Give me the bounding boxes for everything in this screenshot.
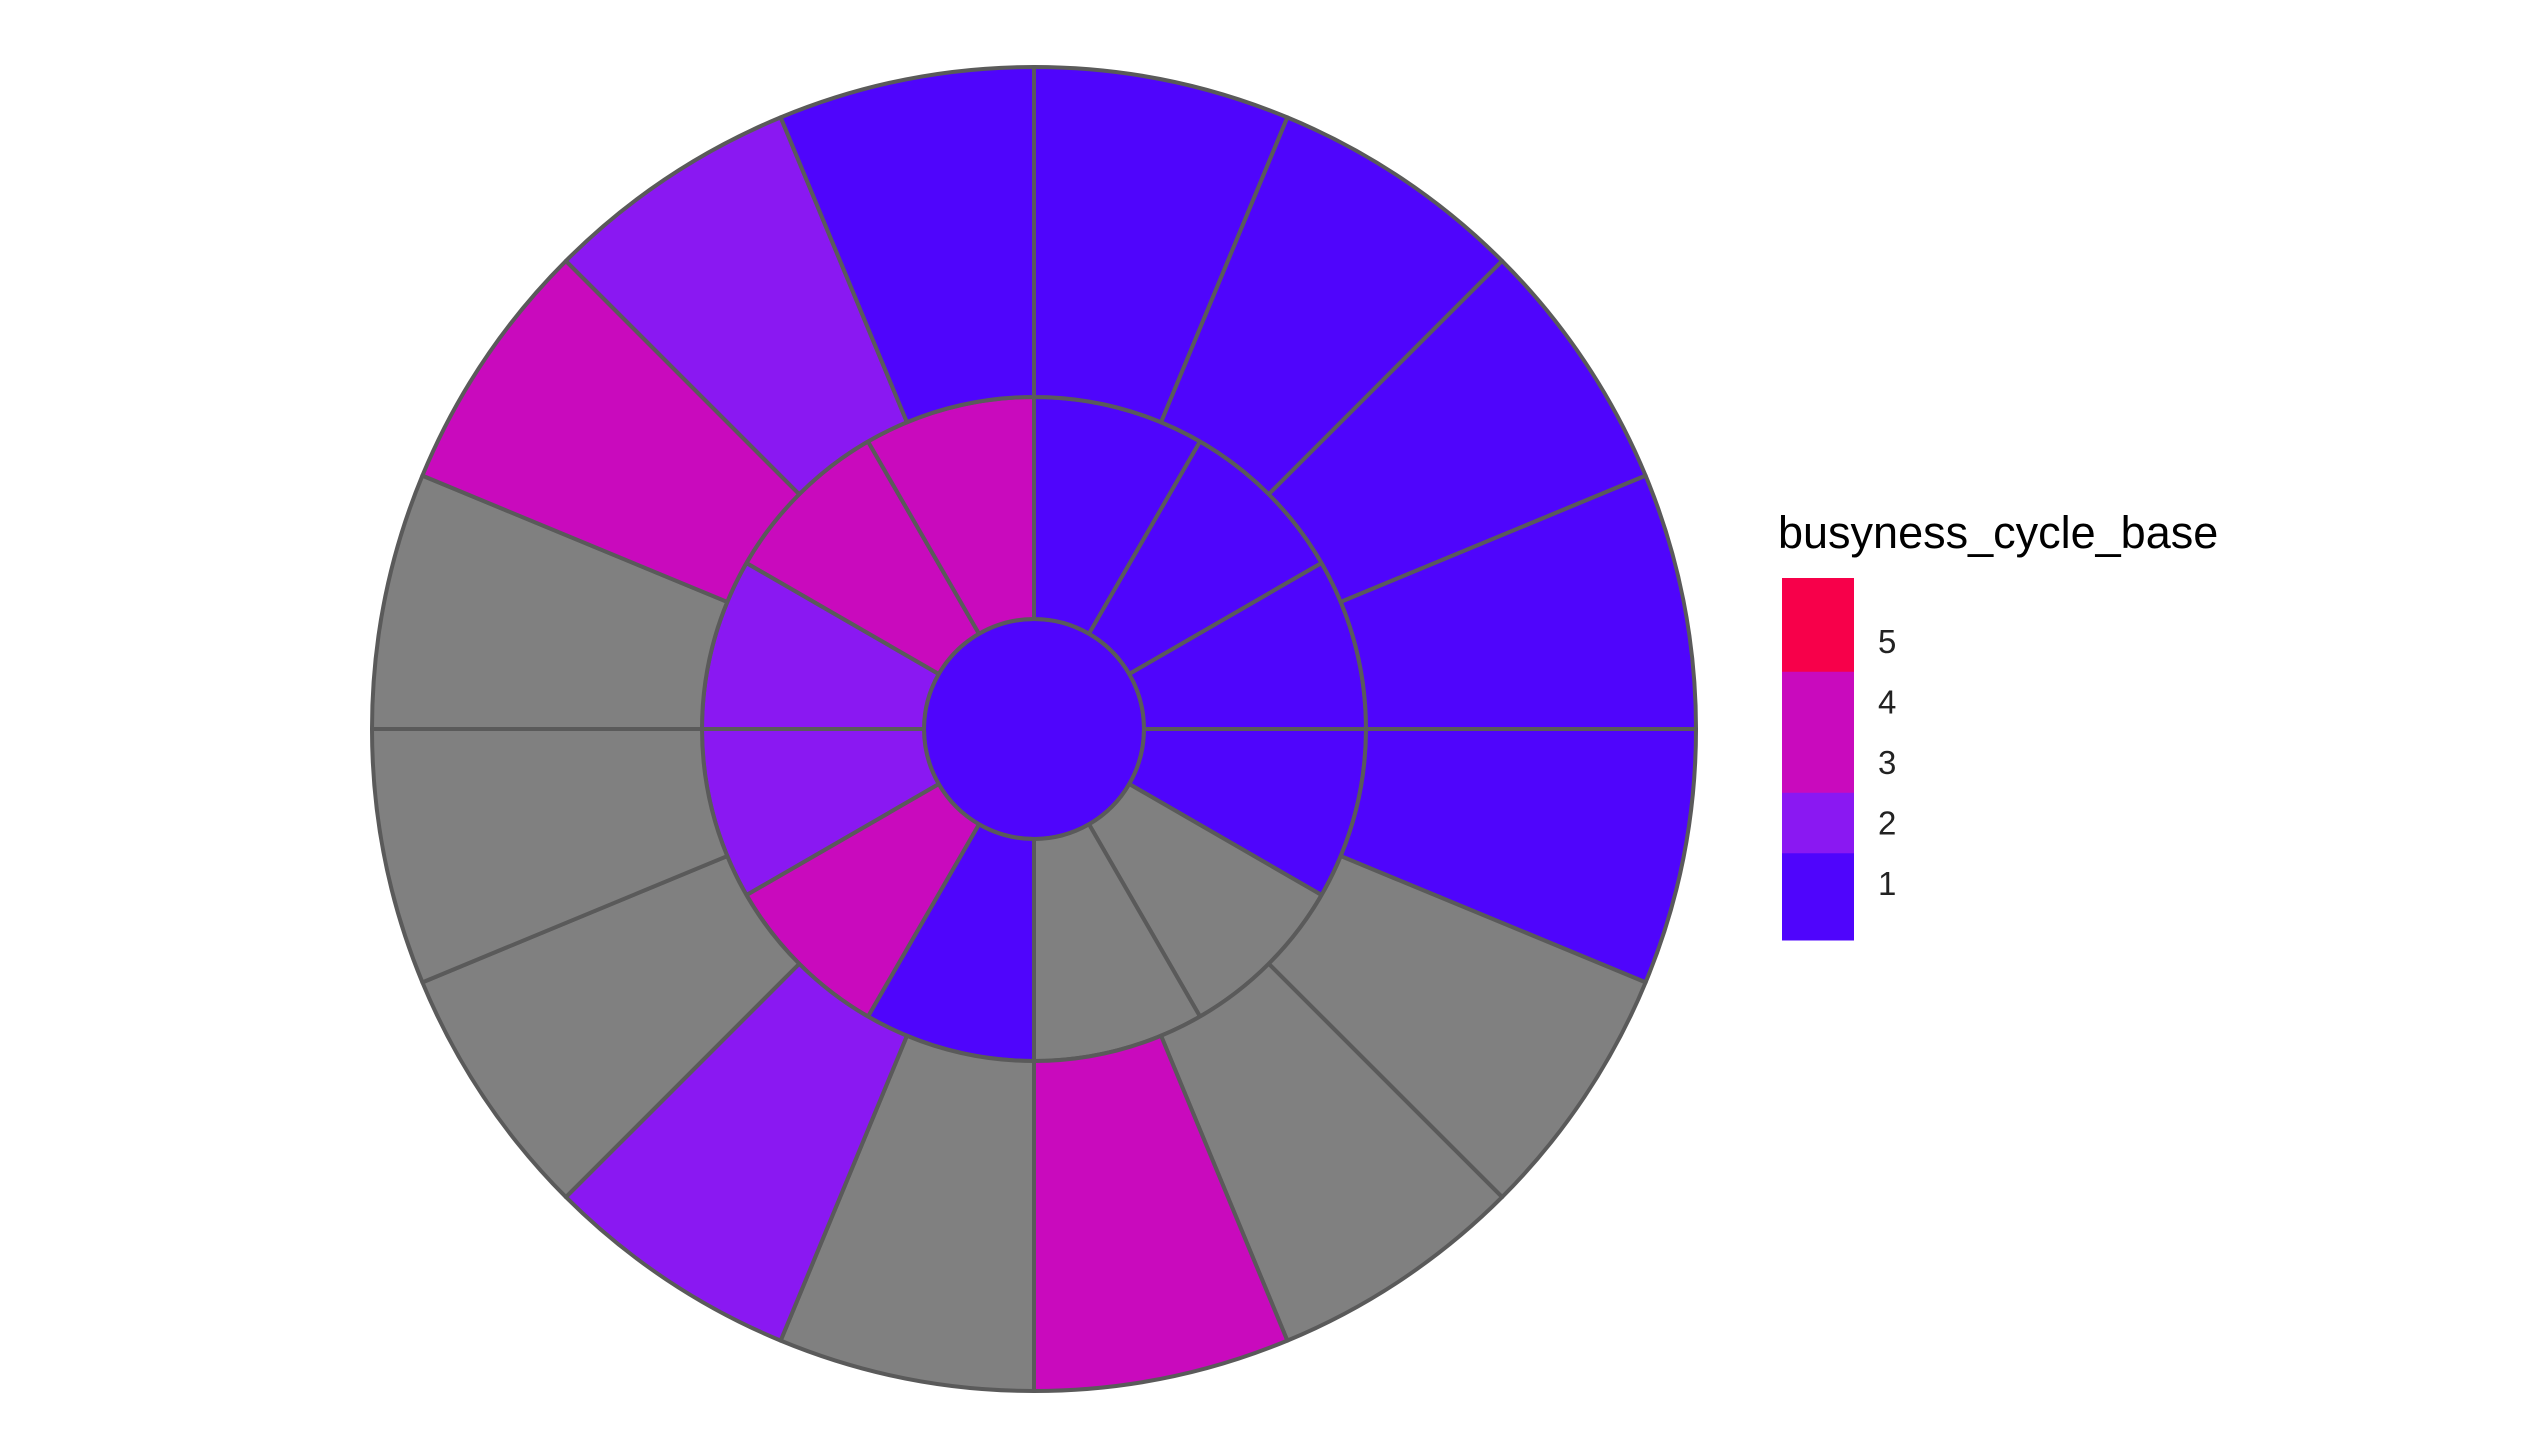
legend-label-1: 1 [1878,865,1896,902]
legend-title: busyness_cycle_base [1778,507,2218,558]
rings [370,65,1698,1393]
legend-swatch-5 [1782,578,1854,672]
ring-outer [370,65,1698,1393]
legend-swatch-3 [1782,731,1854,793]
legend-label-5: 5 [1878,623,1896,660]
ring-middle [700,395,1368,1063]
legend-swatch-2 [1782,792,1854,854]
legend-swatch-1 [1782,852,1854,941]
legend-labels: 5 4 3 2 1 [1878,623,1896,902]
legend-label-4: 4 [1878,684,1896,721]
cell-outer-15 [778,65,1036,425]
legend-swatch-4 [1782,671,1854,733]
legend: busyness_cycle_base 5 4 3 2 1 [1778,507,2218,941]
legend-colorbar [1782,578,1854,941]
legend-label-3: 3 [1878,744,1896,781]
legend-label-2: 2 [1878,805,1896,842]
